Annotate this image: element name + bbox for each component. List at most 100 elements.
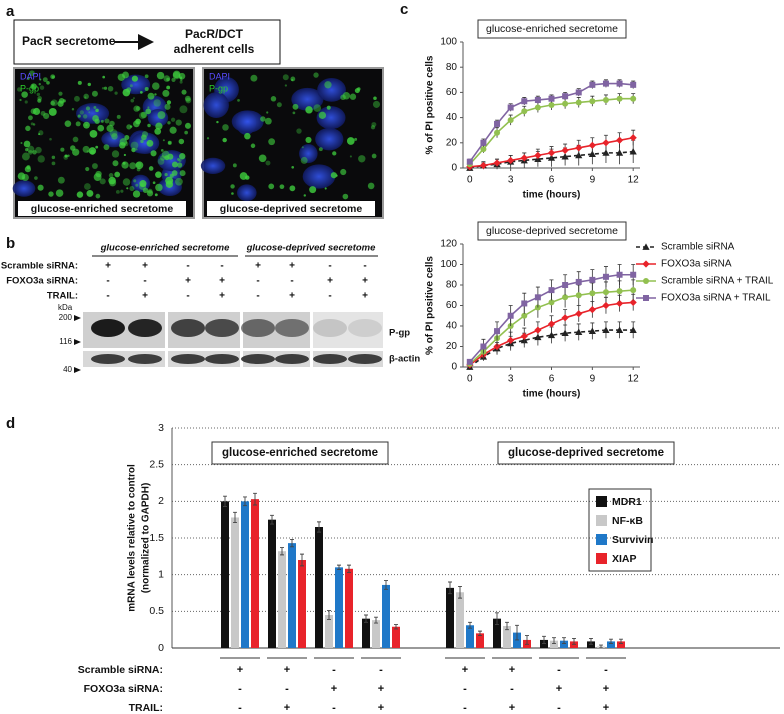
pgp-signal	[157, 158, 165, 165]
pgp-signal	[332, 151, 337, 156]
kda-marker: 200	[59, 313, 73, 322]
condition-sign: +	[284, 664, 290, 676]
pgp-signal	[30, 108, 37, 115]
pgp-signal	[150, 150, 157, 157]
condition-sign: +	[509, 664, 515, 676]
pgp-signal	[120, 189, 124, 193]
pgp-signal	[135, 118, 141, 125]
nucleus	[130, 132, 160, 154]
condition-sign: +	[219, 276, 225, 287]
condition-sign: +	[289, 291, 295, 302]
pgp-signal	[370, 125, 376, 130]
error-bar	[347, 564, 351, 573]
band-label: β-actin	[389, 354, 420, 365]
marker	[588, 306, 596, 314]
y-tick-label: 2.5	[149, 458, 164, 470]
error-bar	[619, 638, 623, 645]
error-bar	[495, 612, 499, 625]
micrograph	[200, 67, 384, 219]
pgp-signal	[162, 139, 165, 142]
bar	[268, 519, 276, 648]
pgp-band	[313, 319, 347, 337]
marker	[562, 100, 569, 107]
marker	[562, 93, 569, 100]
y-tick-label: 0	[451, 163, 457, 174]
pgp-signal	[165, 176, 174, 185]
pgp-signal	[222, 124, 229, 131]
pgp-signal	[147, 106, 150, 109]
marker	[534, 104, 541, 111]
pgp-signal	[170, 117, 176, 122]
error-bar	[525, 635, 529, 645]
bar	[550, 640, 558, 648]
nucleus	[200, 157, 226, 174]
pgp-signal	[55, 189, 64, 197]
marker	[520, 154, 528, 162]
marker	[561, 329, 569, 337]
y-tick-label: 40	[446, 112, 458, 123]
pgp-signal	[28, 115, 33, 121]
pgp-signal	[101, 87, 105, 90]
pgp-signal	[39, 85, 45, 90]
pgp-signal	[264, 117, 272, 125]
pgp-signal	[179, 170, 186, 177]
marker	[534, 151, 542, 159]
marker	[562, 294, 569, 301]
pgp-signal	[172, 71, 181, 80]
pgp-signal	[184, 130, 188, 135]
condition-sign: +	[142, 261, 148, 272]
scheme-target: PacR/DCT	[185, 27, 244, 41]
pgp-signal	[340, 168, 347, 176]
x-tick-label: 3	[508, 374, 514, 385]
pgp-signal	[349, 93, 357, 100]
pgp-signal	[152, 82, 160, 90]
bar	[466, 625, 474, 648]
marker	[507, 312, 514, 319]
marker	[616, 95, 623, 102]
pgp-signal	[51, 155, 56, 160]
pgp-signal	[38, 133, 41, 136]
bar	[382, 584, 390, 648]
pgp-signal	[32, 150, 37, 155]
actin-band	[313, 354, 347, 364]
marker-arrow	[74, 339, 81, 345]
condition-sign: +	[185, 276, 191, 287]
bar	[617, 641, 625, 648]
condition-sign: -	[143, 276, 146, 287]
marker	[602, 301, 610, 310]
blot-strip	[313, 312, 383, 348]
pgp-signal	[87, 82, 91, 87]
bar	[315, 527, 323, 648]
y-axis-label: % of PI positive cells	[425, 55, 436, 154]
pgp-signal	[88, 111, 91, 114]
error-bar	[448, 581, 452, 595]
error-bar	[505, 621, 509, 631]
kda-marker: 116	[59, 337, 72, 346]
marker	[630, 271, 637, 278]
pgp-signal	[155, 171, 162, 178]
marker	[520, 332, 528, 340]
marker	[561, 146, 569, 154]
pgp-signal	[46, 80, 50, 85]
marker	[602, 149, 610, 156]
pgp-signal	[108, 176, 116, 185]
pgp-signal	[109, 120, 115, 127]
pgp-signal	[129, 162, 137, 170]
pgp-signal	[326, 105, 331, 110]
marker	[575, 144, 583, 152]
condition-sign: -	[463, 683, 467, 695]
pgp-signal	[222, 137, 227, 143]
condition-sign: +	[327, 276, 333, 287]
pgp-signal	[237, 98, 240, 102]
nucleus	[315, 127, 344, 151]
marker	[534, 326, 542, 334]
stain-label: DAPI	[209, 71, 230, 81]
condition-sign: +	[378, 702, 384, 714]
pgp-signal	[135, 106, 141, 111]
pgp-signal	[176, 162, 183, 168]
pgp-signal	[184, 95, 191, 102]
error-bar	[300, 553, 304, 567]
panel-label: b	[6, 235, 15, 252]
marker	[630, 95, 637, 102]
marker	[602, 326, 610, 333]
